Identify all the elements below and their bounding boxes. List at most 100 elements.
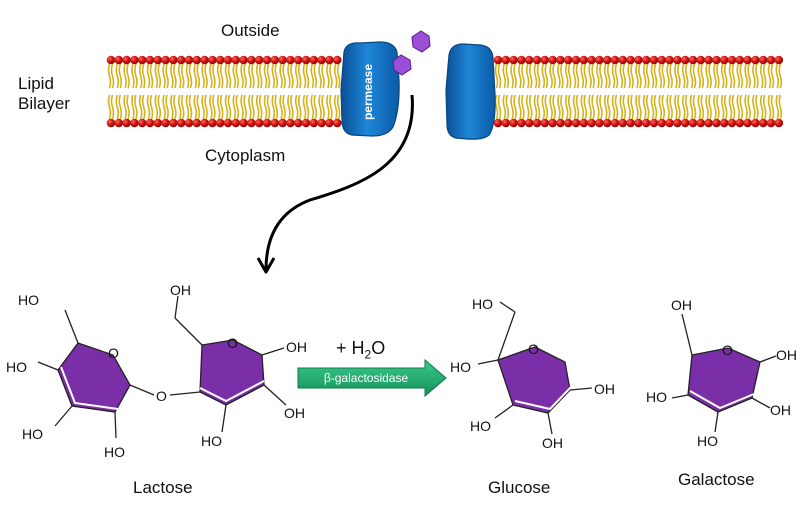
lipid-head <box>618 55 628 65</box>
lipid-head <box>208 55 217 65</box>
lactose-name: Lactose <box>133 478 193 497</box>
lipid-tail <box>627 94 634 120</box>
glucose-oh-bottom: OH <box>542 435 563 451</box>
lipid-tail <box>232 63 240 89</box>
lipid-tail <box>674 94 681 120</box>
lipid-head <box>239 55 248 65</box>
lipid-tail <box>287 94 294 120</box>
lipid-head <box>223 118 233 128</box>
lipid-head <box>673 55 682 65</box>
lipid-tail <box>705 94 712 120</box>
glucose-oh-right: OH <box>594 381 615 397</box>
lipid-bilayer-label: Lipid Bilayer <box>18 74 70 114</box>
lipid-tail <box>318 94 325 120</box>
lipid-tail <box>736 63 744 89</box>
lipid-head <box>579 118 589 128</box>
water-prefix: + H <box>336 338 365 358</box>
lipid-head <box>200 118 209 128</box>
lipid-tail <box>263 63 271 89</box>
lipid-tail <box>525 94 533 120</box>
lipid-head <box>501 118 511 128</box>
lipid-tail <box>302 63 310 89</box>
lipid-tail <box>193 63 201 89</box>
lipid-head <box>122 118 131 128</box>
lipid-head <box>595 118 604 128</box>
lipid-tail <box>775 63 783 89</box>
lipid-head <box>634 55 643 65</box>
lipid-tail <box>580 94 588 120</box>
lipid-tail <box>666 94 673 120</box>
lipid-tail <box>759 63 767 89</box>
lipid-tail <box>123 94 130 120</box>
lipid-head <box>751 55 760 65</box>
lipid-tail <box>201 63 208 89</box>
galactose-ring-oxygen: O <box>722 342 733 358</box>
lipid-tail <box>541 94 549 120</box>
lipid-head <box>325 118 334 128</box>
lipid-tail <box>533 94 541 120</box>
lipid-tail <box>302 94 310 120</box>
lipid-tail <box>681 63 689 89</box>
lipid-head <box>571 55 581 65</box>
lipid-tail <box>162 63 169 89</box>
lipid-head <box>325 55 334 65</box>
lipid-tail <box>611 63 619 89</box>
lipid-bilayer-right <box>493 55 784 128</box>
lipid-head <box>309 118 319 128</box>
lipid-head <box>192 118 202 128</box>
enzyme-label: β-galactosidase <box>324 371 409 385</box>
galactose-oh-top: OH <box>671 297 692 313</box>
lipid-head <box>696 118 706 128</box>
lipid-tail <box>310 94 318 120</box>
lipid-tail <box>713 63 720 89</box>
lipid-head <box>563 55 573 65</box>
lipid-tail <box>294 63 302 89</box>
lipid-tail <box>525 63 533 89</box>
lipid-head <box>509 55 518 65</box>
lipid-tail <box>549 94 556 120</box>
lactose-ho-left: HO <box>6 359 27 375</box>
water-subscript: 2 <box>364 347 372 362</box>
lipid-tail <box>720 63 728 89</box>
lipid-tail <box>326 63 333 89</box>
lipid-head <box>493 118 503 128</box>
lipid-head <box>532 55 542 65</box>
lipid-head <box>215 55 225 65</box>
lipid-head <box>774 118 784 128</box>
lipid-head <box>161 55 170 65</box>
lipid-tail <box>642 94 650 120</box>
lipid-head <box>548 55 557 65</box>
lipid-tail <box>170 94 177 120</box>
lipid-head <box>309 55 319 65</box>
lipid-head <box>184 55 194 65</box>
lipid-head <box>278 55 287 65</box>
lipid-head <box>184 118 194 128</box>
lactose-ho-bottom-2: HO <box>201 433 222 449</box>
enzyme-arrow <box>297 358 447 398</box>
lipid-tail <box>107 63 115 89</box>
lipid-head <box>727 55 737 65</box>
lipid-tail <box>294 94 302 120</box>
lipid-tail <box>287 63 294 89</box>
lipid-tail <box>580 63 588 89</box>
lipid-tail <box>510 63 517 89</box>
lipid-head <box>231 118 241 128</box>
lipid-tail <box>138 63 146 89</box>
lipid-head <box>751 118 760 128</box>
lipid-head <box>247 118 256 128</box>
lipid-tail <box>588 94 595 120</box>
lipid-head <box>223 55 233 65</box>
lipid-head <box>317 55 326 65</box>
lipid-tail <box>752 63 759 89</box>
lipid-tail <box>177 94 185 120</box>
lipid-tail <box>666 63 673 89</box>
galactose-name: Galactose <box>678 470 755 489</box>
lipid-head <box>680 55 690 65</box>
lipid-tail <box>326 94 333 120</box>
lipid-tail <box>627 63 634 89</box>
transport-arrowhead <box>256 257 276 274</box>
lipid-head <box>595 55 604 65</box>
permease-label: permease <box>361 64 375 120</box>
